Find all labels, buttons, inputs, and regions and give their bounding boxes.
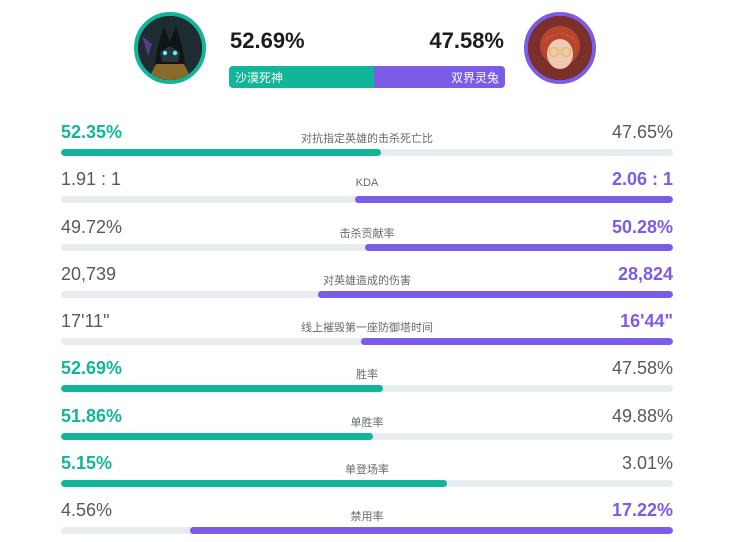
stat-row: 5.15% 单登场率 3.01% [61,447,673,494]
stat-bar-track [61,196,673,204]
stat-bar-track [61,480,673,488]
right-stat-value: 3.01% [621,453,673,474]
gwen-hero-portrait-icon [528,16,592,80]
left-advantage-fill [61,149,382,156]
stat-row: 1.91 : 1 KDA 2.06 : 1 [61,163,673,210]
anubis-hero-portrait-icon [138,16,202,80]
left-stat-value: 52.35% [61,122,123,142]
left-advantage-fill [61,385,384,393]
stat-bar-track [61,385,673,393]
stat-comparison-list: 52.35% 对抗指定英雄的击杀死亡比 47.65% 1.91 : 1 KDA 2.06 … [61,116,673,542]
left-advantage-fill [61,432,374,440]
stat-label: 对抗指定英雄的击杀死亡比 [301,133,433,145]
right-stat-value: 16'44" [620,311,673,332]
right-winrate: 47.58% [429,28,504,53]
left-hero-name: 沙漠死神 [235,71,284,85]
stat-row: 4.56% 禁用率 17.22% [61,494,673,541]
left-stat-value: 1.91 : 1 [61,169,122,190]
right-stat-value: 2.06 : 1 [611,169,673,190]
right-stat-value: 28,824 [617,263,673,284]
left-winrate: 52.69% [230,28,305,53]
right-advantage-fill [365,243,673,251]
stat-row: 17'11" 线上摧毁第一座防御塔时间 16'44" [61,305,673,352]
stat-row: 20,739 对英雄造成的伤害 28,824 [61,258,673,305]
right-hero-segment: 双界灵兔 [374,66,505,88]
left-stat-value: 20,739 [61,263,117,284]
left-advantage-fill [61,480,447,488]
right-stat-value: 49.88% [611,405,673,426]
stat-row: 51.86% 单胜率 49.88% [61,400,673,447]
left-stat-value: 49.72% [61,216,123,237]
stat-bar-track [61,243,673,251]
stat-label: 对英雄造成的伤害 [323,274,411,287]
right-advantage-fill [189,527,673,535]
left-stat-value: 17'11" [61,311,110,332]
left-hero-avatar[interactable] [134,12,206,84]
right-stat-value: 47.58% [611,358,673,379]
left-stat-value: 52.69% [61,358,123,379]
stat-row: 49.72% 击杀贡献率 50.28% [61,211,673,258]
stat-bar-track [61,290,673,298]
left-hero-segment: 沙漠死神 [229,66,375,88]
right-hero-avatar[interactable] [524,12,596,84]
stat-row: 52.69% 胜率 47.58% [61,352,673,399]
stat-label: KDA [355,177,379,190]
matchup-header: 52.69% 47.58% 沙漠死神 双界灵兔 [0,0,730,100]
right-advantage-fill [318,290,673,298]
right-stat-value: 50.28% [611,216,673,237]
stat-bar-track [61,527,673,535]
right-stat-value: 17.22% [611,500,673,521]
stat-label: 胜率 [356,369,378,382]
left-stat-value: 51.86% [61,405,123,426]
stat-row: 52.35% 对抗指定英雄的击杀死亡比 47.65% [61,116,673,163]
right-stat-value: 47.65% [611,122,673,142]
right-advantage-fill [354,196,673,204]
left-stat-value: 4.56% [61,500,113,521]
right-advantage-fill [360,338,673,346]
stat-bar-track [61,432,673,440]
stat-label: 单登场率 [345,464,389,477]
stat-bar-track [61,338,673,346]
stat-label: 禁用率 [350,511,384,524]
stat-bar-track [61,149,673,156]
left-stat-value: 5.15% [61,453,113,474]
stat-label: 击杀贡献率 [339,227,395,240]
right-hero-name: 双界灵兔 [450,71,499,85]
stat-label: 线上摧毁第一座防御塔时间 [301,322,433,335]
stat-label: 单胜率 [350,416,384,429]
winrate-split-bar: 沙漠死神 双界灵兔 [229,66,505,88]
